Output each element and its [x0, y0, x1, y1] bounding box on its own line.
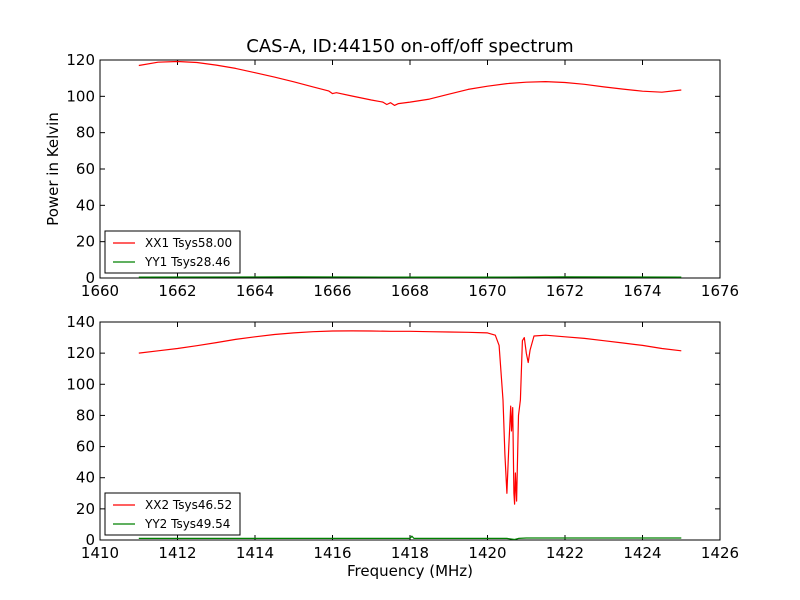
- bottom-y-tick-label: 140: [66, 313, 95, 331]
- bottom-x-tick-label: 1422: [546, 544, 584, 562]
- bottom-plot: 1410 1412 1414 1416 1418 1420 1422 1424 1426 0 20 4…: [66, 313, 739, 580]
- top-plot: 1660 1662 1664 1666 1668 1670 1672 1674 1676 0 20 4…: [44, 51, 739, 300]
- top-x-tick-label: 1664: [236, 282, 274, 300]
- bottom-x-tick-label: 1410: [81, 544, 119, 562]
- bottom-legend-label: XX2 Tsys46.52: [145, 498, 232, 512]
- top-y-tick-label: 40: [76, 196, 95, 214]
- top-x-tick-label: 1672: [546, 282, 584, 300]
- top-x-tick-label: 1666: [313, 282, 351, 300]
- top-y-axis-label: Power in Kelvin: [44, 112, 62, 226]
- top-legend: XX1 Tsys58.00 YY1 Tsys28.46: [104, 230, 241, 274]
- top-legend-box: [104, 230, 241, 274]
- top-y-tick-label: 0: [85, 269, 95, 287]
- bottom-x-tick-label: 1414: [236, 544, 274, 562]
- bottom-x-tick-label: 1418: [391, 544, 429, 562]
- top-x-tick-label: 1670: [468, 282, 506, 300]
- top-y-tick-label: 80: [76, 124, 95, 142]
- bottom-x-tick-label: 1416: [313, 544, 351, 562]
- bottom-y-tick-label: 80: [76, 406, 95, 424]
- bottom-y-tick-label: 0: [85, 531, 95, 549]
- top-legend-label: XX1 Tsys58.00: [145, 236, 232, 250]
- top-x-tick-label: 1660: [81, 282, 119, 300]
- top-y-tick-label: 120: [66, 51, 95, 69]
- top-y-tick-label: 20: [76, 233, 95, 251]
- bottom-legend-box: [104, 492, 241, 536]
- chart-title: CAS-A, ID:44150 on-off/off spectrum: [246, 36, 573, 57]
- bottom-x-axis-label: Frequency (MHz): [347, 562, 473, 580]
- bottom-series-line-yy: [138, 535, 682, 540]
- top-x-tick-label: 1668: [391, 282, 429, 300]
- top-y-tick-label: 100: [66, 87, 95, 105]
- top-series-line-xx: [138, 60, 682, 107]
- bottom-y-tick-label: 120: [66, 344, 95, 362]
- bottom-x-tick-label: 1424: [623, 544, 661, 562]
- top-legend-label: YY1 Tsys28.46: [144, 255, 230, 269]
- bottom-y-tick-label: 100: [66, 375, 95, 393]
- bottom-legend-label: YY2 Tsys49.54: [144, 517, 230, 531]
- bottom-x-tick-label: 1420: [468, 544, 506, 562]
- bottom-y-tick-label: 40: [76, 469, 95, 487]
- bottom-series-line-xx: [138, 330, 682, 505]
- bottom-x-tick-label: 1412: [158, 544, 196, 562]
- bottom-y-tick-label: 20: [76, 500, 95, 518]
- bottom-legend: XX2 Tsys46.52 YY2 Tsys49.54: [104, 492, 241, 536]
- top-x-tick-label: 1676: [701, 282, 739, 300]
- top-x-tick-label: 1674: [623, 282, 661, 300]
- bottom-x-tick-label: 1426: [701, 544, 739, 562]
- top-x-tick-label: 1662: [158, 282, 196, 300]
- bottom-y-tick-label: 60: [76, 438, 95, 456]
- top-y-tick-label: 60: [76, 160, 95, 178]
